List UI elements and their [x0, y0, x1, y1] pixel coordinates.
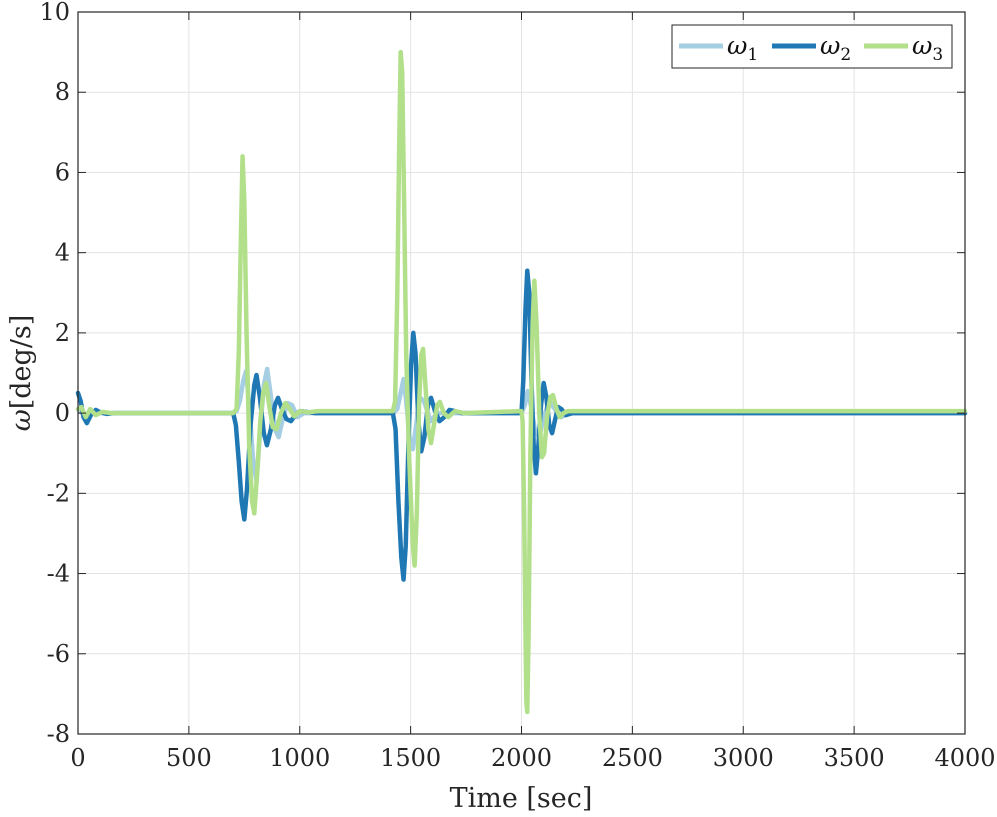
series-line-3	[75, 49, 968, 715]
legend-label-2: ω2	[820, 31, 851, 65]
data-series	[75, 49, 968, 715]
y-tick-label: 0	[55, 399, 70, 427]
y-tick-label: -4	[47, 560, 70, 588]
x-tick-label: 500	[166, 744, 212, 772]
y-axis-label: ω[deg/s]	[6, 315, 37, 432]
x-tick-label: 3000	[713, 744, 774, 772]
legend-label-3: ω3	[912, 31, 943, 65]
y-tick-label: 8	[55, 78, 70, 106]
y-axis-label-symbol: ω	[6, 409, 37, 431]
axis-ticks: 0 500 1000 1500 2000 2500 3000 3500 4000 -8 -6 -4 -2…	[39, 0, 995, 772]
y-tick-label: -6	[47, 640, 70, 668]
x-tick-label: 3500	[824, 744, 885, 772]
x-tick-label: 1500	[380, 744, 441, 772]
x-tick-label: 1000	[269, 744, 330, 772]
x-tick-label: 4000	[934, 744, 995, 772]
legend: ω1 ω2 ω3	[671, 24, 953, 69]
y-tick-label: -2	[47, 479, 70, 507]
svg-text:ω[deg/s]: ω[deg/s]	[6, 315, 37, 432]
legend-label-1: ω1	[727, 31, 758, 65]
y-tick-label: 6	[55, 158, 70, 186]
x-tick-label: 0	[70, 744, 85, 772]
y-tick-label: 4	[55, 239, 70, 267]
legend-label-symbol: ω	[727, 31, 747, 60]
y-tick-label: -8	[47, 720, 70, 748]
x-tick-label: 2000	[491, 744, 552, 772]
legend-label-subscript: 3	[932, 45, 943, 65]
legend-label-symbol: ω	[820, 31, 840, 60]
legend-label-subscript: 1	[747, 45, 758, 65]
legend-label-symbol: ω	[912, 31, 932, 60]
y-tick-label: 10	[39, 0, 70, 26]
x-tick-label: 2500	[602, 744, 663, 772]
y-axis-label-units: [deg/s]	[6, 315, 37, 410]
series-line-2	[75, 268, 968, 582]
y-tick-label: 2	[55, 319, 70, 347]
x-axis-label: Time [sec]	[450, 783, 593, 814]
legend-label-subscript: 2	[840, 45, 851, 65]
